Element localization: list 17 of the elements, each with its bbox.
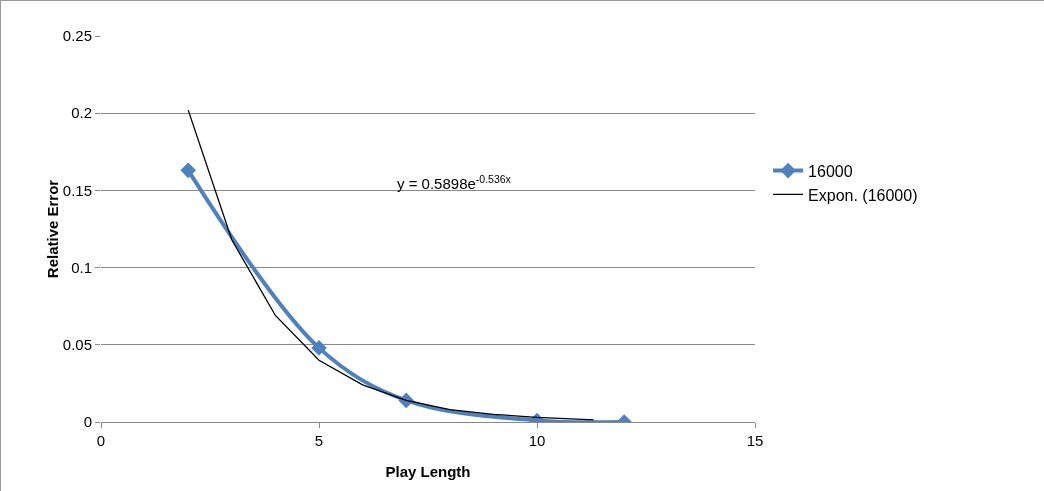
legend-label: 16000 xyxy=(808,162,853,180)
x-tick-label: 15 xyxy=(746,432,764,449)
y-tick-label: 0.25 xyxy=(62,27,92,45)
y-tick-label: 0.1 xyxy=(71,258,92,276)
x-tick-label: 0 xyxy=(96,432,106,449)
annotation: y = 0.5898e$^{-0.536x}$ xyxy=(397,173,512,193)
line-series xyxy=(187,109,595,421)
x-tick-label: 5 xyxy=(314,432,324,449)
point xyxy=(180,162,196,179)
y-tick-label: 0.05 xyxy=(62,336,92,354)
y-tick-label: 0 xyxy=(83,413,92,431)
y-tick-label: 0.2 xyxy=(71,104,92,122)
y-tick-label: 0.15 xyxy=(62,181,92,199)
x-tick-label: 10 xyxy=(528,432,546,449)
y-axis-title: Relative Error xyxy=(43,179,61,279)
x-axis-title: Play Length xyxy=(385,463,471,480)
legend-label: Expon. (16000) xyxy=(808,186,918,204)
